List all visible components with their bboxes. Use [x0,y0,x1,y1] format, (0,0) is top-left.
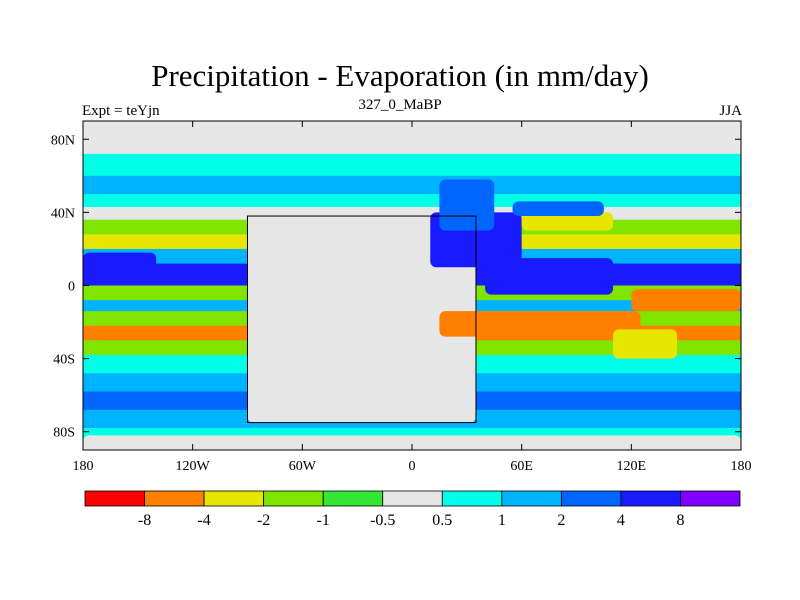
colorbar-label: 8 [676,512,684,529]
coastline [247,215,477,424]
x-tick-label: 180 [731,459,752,474]
zonal-band-cell [83,153,741,177]
colorbar-box [322,490,384,507]
region-north-gyre-wet [512,201,604,217]
colorbar-label: -1 [317,512,330,529]
colorbar-box [84,490,145,507]
colorbar-label: 0.5 [432,512,452,529]
coastline-outline [247,215,477,424]
colorbar-box [620,490,681,507]
colorbar-box [501,490,562,507]
axes: 180 120W 60W 0 60E 120E 180 80N 40N 0 40S 80S [51,121,752,474]
region-tethys-warm-pool [485,258,614,295]
season-label: JJA [719,103,742,119]
y-tick-label: 80S [53,426,75,441]
experiment-label: Expt = teYjn [82,103,160,119]
x-tick-label: 120E [617,459,647,474]
colorbar-box [203,490,265,507]
zonal-band-cell [83,175,741,195]
region-west-pacific-wet [83,252,157,282]
colorbar-box [382,490,443,507]
x-tick-label: 60E [510,459,533,474]
colorbar-box [560,490,622,507]
colorbar-label: -2 [257,512,270,529]
y-tick-label: 40S [53,353,75,368]
colorbar-label: 4 [617,512,625,529]
x-tick-label: 60W [289,459,317,474]
region-pangea-interior [247,216,476,423]
chart-title: Precipitation - Evaporation (in mm/day) [151,58,649,93]
region-southeast-dry [439,311,641,337]
colorbar-label: -0.5 [370,512,395,529]
x-tick-label: 120W [176,459,211,474]
zonal-band-cell [83,139,741,155]
colorbar-box [441,490,503,507]
region-east-coast-dry [613,329,678,359]
x-tick-label: 0 [409,459,416,474]
colorbar: -8 -4 -2 -1 -0.5 0.5 1 2 4 8 [84,490,741,529]
y-tick-label: 40N [51,206,75,221]
zonal-band-cell [83,194,741,208]
region-north-gyre-dry [521,212,614,231]
region-polar-gray-south [83,435,741,450]
region-east-pacific-dry [631,289,741,312]
colorbar-label: 1 [498,512,506,529]
chart-subtitle: 327_0_MaBP [358,97,442,113]
x-tick-label: 180 [73,459,94,474]
map-area [83,121,741,450]
colorbar-box [680,490,741,507]
colorbar-box [263,490,324,507]
colorbar-box [144,490,205,507]
colorbar-label: -4 [197,512,210,529]
colorbar-label: -8 [138,512,151,529]
y-tick-label: 80N [51,133,75,148]
region-tethys-north-arm [439,179,495,231]
colorbar-label: 2 [557,512,565,529]
y-tick-label: 0 [68,280,75,295]
region-polar-gray-north [83,121,741,140]
